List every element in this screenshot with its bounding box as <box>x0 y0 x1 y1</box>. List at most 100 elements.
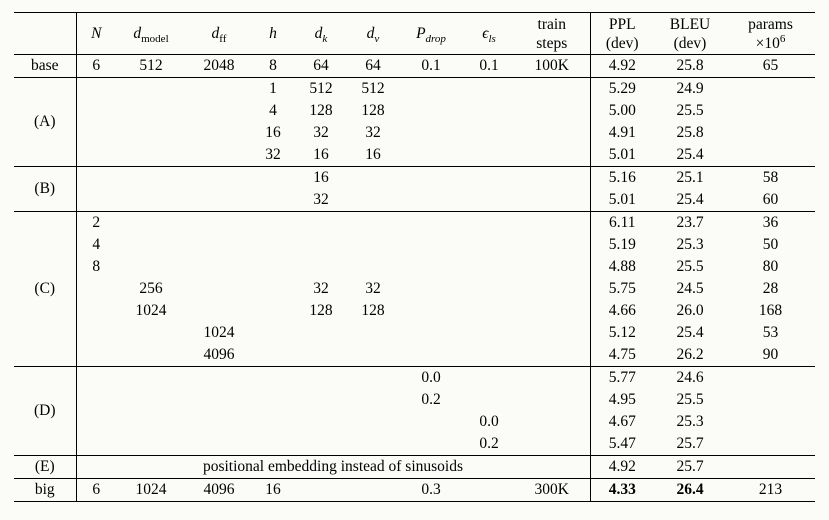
bleu-cell: 25.4 <box>676 324 704 341</box>
dk-cell <box>294 433 348 456</box>
column-header-n: N <box>76 12 116 55</box>
dmodel-cell: 512 <box>116 54 186 78</box>
dk-cell <box>294 322 348 344</box>
h-cell <box>252 322 294 344</box>
pdrop-cell <box>398 411 464 433</box>
column-header-dff: dff <box>186 12 252 55</box>
dk-cell <box>294 344 348 367</box>
params-cell <box>726 389 815 411</box>
n-cell: 4 <box>92 236 101 253</box>
table-row: 0.0 4.67 25.3 <box>14 411 815 433</box>
ppl-cell: 5.77 <box>589 366 654 389</box>
ppl-cell: 4.92 <box>589 54 654 78</box>
dv-cell: 64 <box>348 54 398 78</box>
dmodel-cell <box>116 411 186 433</box>
dff-cell <box>186 189 252 212</box>
dk-cell: 32 <box>313 191 329 208</box>
bleu-cell: 24.6 <box>654 366 726 389</box>
n-cell <box>76 322 116 344</box>
table-row: 0.2 5.47 25.7 <box>14 433 815 456</box>
n-cell <box>76 122 116 144</box>
ppl-cell: 4.33 <box>589 478 654 502</box>
steps-cell: 100K <box>514 54 590 78</box>
els-cell <box>464 189 514 212</box>
table-row: (D) 0.0 5.77 24.6 <box>14 366 815 456</box>
dk-cell: 32 <box>313 124 329 141</box>
steps-cell <box>514 189 590 212</box>
bleu-cell: 25.8 <box>654 54 726 78</box>
dv-cell <box>348 433 398 456</box>
row-group-label: (A) <box>14 77 77 167</box>
params-cell: 168 <box>758 302 783 319</box>
bleu-cell: 25.3 <box>676 413 704 430</box>
dmodel-cell <box>116 100 186 122</box>
n-cell <box>76 344 116 367</box>
els-cell <box>464 344 514 367</box>
row-group-label: base <box>14 54 77 78</box>
ppl-cell: 5.00 <box>589 100 654 122</box>
h-cell: 4 <box>269 102 277 119</box>
bleu-cell: 26.0 <box>676 302 704 319</box>
dff-cell <box>186 389 252 411</box>
bleu-cell: 25.7 <box>676 435 704 452</box>
dmodel-cell <box>116 389 186 411</box>
ppl-cell: 4.92 <box>589 455 654 479</box>
pdrop-cell: 0.0 <box>398 366 464 389</box>
els-cell <box>464 234 514 256</box>
column-header-dk: dk <box>294 12 348 55</box>
dff-cell <box>186 300 252 322</box>
params-cell <box>726 122 815 144</box>
els-cell <box>464 122 514 144</box>
dv-cell <box>348 389 398 411</box>
ppl-cell: 5.47 <box>589 433 654 456</box>
dv-cell: 512 <box>348 77 398 100</box>
column-header-h: h <box>252 12 294 55</box>
n-cell <box>76 433 116 456</box>
n-cell <box>76 411 116 433</box>
table-row: base 6 512 2048 8 64 64 0.1 0.1 100K 4.92 25.8 65 <box>14 54 815 78</box>
column-header-steps: train steps <box>514 12 590 55</box>
els-cell <box>464 211 514 234</box>
bleu-cell: 25.4 <box>676 191 704 208</box>
steps-cell <box>514 100 590 122</box>
els-cell <box>464 366 514 389</box>
row-group-label: (B) <box>14 166 77 212</box>
params-cell <box>726 100 815 122</box>
dv-cell <box>348 256 398 278</box>
dff-cell <box>186 278 252 300</box>
dff-cell <box>186 256 252 278</box>
table-row: big 6 1024 4096 16 0.3 300K 4.33 26.4 213 <box>14 478 815 502</box>
dff-cell <box>186 211 252 234</box>
dmodel-cell <box>116 256 186 278</box>
table-row: 256 32 32 5.75 24.5 28 <box>14 278 815 300</box>
ppl-cell: 4.75 <box>589 344 654 367</box>
n-cell <box>76 389 116 411</box>
dk-cell: 16 <box>294 166 348 189</box>
dv-cell <box>348 322 398 344</box>
table-row: (E) positional embedding instead of sinus… <box>14 455 815 479</box>
dmodel-cell <box>116 166 186 189</box>
dmodel-cell <box>116 122 186 144</box>
column-header-els: ϵls <box>464 12 514 55</box>
dv-cell <box>348 366 398 389</box>
n-cell <box>76 278 116 300</box>
dmodel-cell <box>116 366 186 389</box>
h-cell: 32 <box>265 146 281 163</box>
params-cell <box>726 77 815 100</box>
steps-cell: 300K <box>514 478 590 502</box>
pdrop-cell <box>398 433 464 456</box>
dk-cell: 128 <box>309 102 333 119</box>
dk-cell: 512 <box>294 77 348 100</box>
ppl-cell: 4.88 <box>589 256 654 278</box>
steps-cell <box>514 256 590 278</box>
els-cell <box>464 166 514 189</box>
params-cell <box>726 411 815 433</box>
span-note-cell: positional embedding instead of sinusoid… <box>76 455 590 479</box>
bleu-cell: 25.5 <box>676 102 704 119</box>
h-cell <box>252 278 294 300</box>
params-cell: 53 <box>762 324 779 341</box>
ppl-cell: 4.67 <box>589 411 654 433</box>
dk-cell: 128 <box>309 302 333 319</box>
row-group-label: (E) <box>14 455 77 479</box>
